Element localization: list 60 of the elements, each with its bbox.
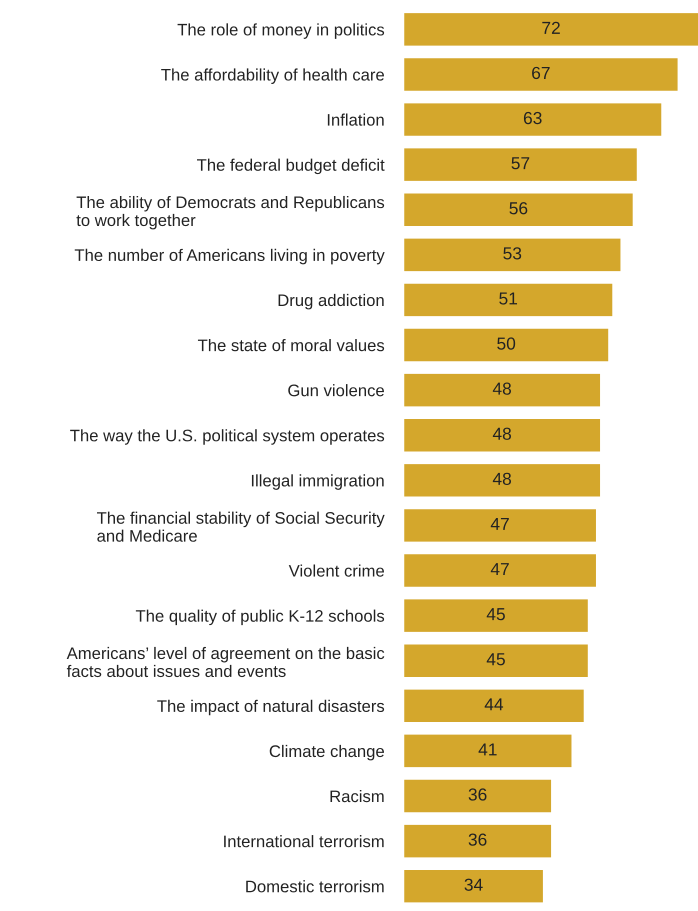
bar	[404, 194, 633, 226]
data-label: 48	[492, 382, 511, 395]
bar	[404, 148, 637, 181]
data-label: 44	[484, 698, 504, 710]
data-label: 41	[478, 743, 497, 756]
y-tick-label: Domestic terrorism	[246, 880, 384, 892]
y-tick-label: Americans’ level of agreement on the basic facts about issues and events	[66, 646, 384, 678]
bar	[404, 464, 600, 497]
y-tick-label: Climate change	[270, 744, 384, 760]
data-label: 45	[486, 653, 505, 666]
y-tick-label: The number of Americans living in poverty	[74, 248, 385, 264]
bar	[404, 509, 596, 542]
data-label: 34	[464, 878, 483, 891]
y-tick-label: The state of moral values	[198, 338, 384, 352]
y-tick-label: International terrorism	[224, 835, 384, 848]
y-tick-label: The federal budget deficit	[197, 158, 385, 174]
data-label: 72	[542, 22, 560, 34]
y-tick-label: The affordability of health care	[161, 68, 384, 84]
data-label: 36	[468, 788, 486, 801]
bar	[404, 824, 552, 858]
bar	[404, 690, 584, 722]
bar	[404, 644, 588, 677]
data-label: 51	[499, 292, 518, 305]
data-label: 47	[490, 563, 509, 576]
y-tick-label: Violent crime	[288, 564, 384, 577]
y-tick-label: The role of money in politics	[178, 23, 384, 39]
bar	[404, 328, 608, 362]
bar	[404, 13, 698, 46]
data-label: 53	[503, 247, 522, 260]
bar	[404, 103, 662, 136]
data-label: 57	[512, 157, 530, 170]
y-tick-label: Illegal immigration	[252, 474, 384, 490]
bar	[404, 734, 572, 768]
bar	[404, 238, 620, 272]
data-label: 67	[532, 66, 550, 80]
bar	[404, 284, 612, 316]
bar	[404, 58, 678, 91]
data-label: 47	[490, 518, 509, 530]
y-tick-label: The ability of Democrats and Republicans to work together	[76, 196, 384, 230]
bar	[404, 554, 596, 587]
bar	[404, 870, 543, 902]
bar	[404, 599, 588, 632]
data-label: 48	[492, 428, 511, 440]
y-tick-label: The way the U.S. political system operates	[70, 429, 384, 445]
data-label: 56	[509, 202, 528, 214]
y-tick-label: The impact of natural disasters	[157, 700, 384, 716]
y-tick-label: Inflation	[328, 114, 384, 126]
bar	[404, 418, 600, 452]
y-tick-label: The financial stability of Social Security and Medicare	[96, 512, 385, 542]
bar	[404, 780, 552, 812]
bar	[404, 374, 600, 406]
data-label: 48	[492, 472, 511, 485]
y-tick-label: Racism	[330, 790, 384, 802]
data-label: 36	[468, 833, 486, 846]
y-tick-label: Drug addiction	[278, 294, 384, 310]
y-tick-label: The quality of public K-12 schools	[136, 610, 384, 626]
data-label: 45	[486, 608, 505, 620]
data-label: 63	[524, 112, 542, 124]
y-tick-label: Gun violence	[288, 384, 384, 396]
data-label: 50	[497, 337, 516, 350]
